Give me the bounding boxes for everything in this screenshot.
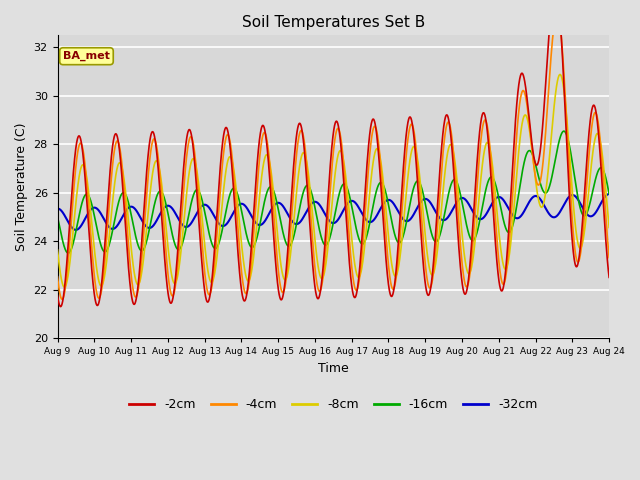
Legend: -2cm, -4cm, -8cm, -16cm, -32cm: -2cm, -4cm, -8cm, -16cm, -32cm	[124, 393, 543, 416]
Text: BA_met: BA_met	[63, 51, 110, 61]
Y-axis label: Soil Temperature (C): Soil Temperature (C)	[15, 122, 28, 251]
Title: Soil Temperatures Set B: Soil Temperatures Set B	[242, 15, 425, 30]
X-axis label: Time: Time	[318, 362, 349, 375]
